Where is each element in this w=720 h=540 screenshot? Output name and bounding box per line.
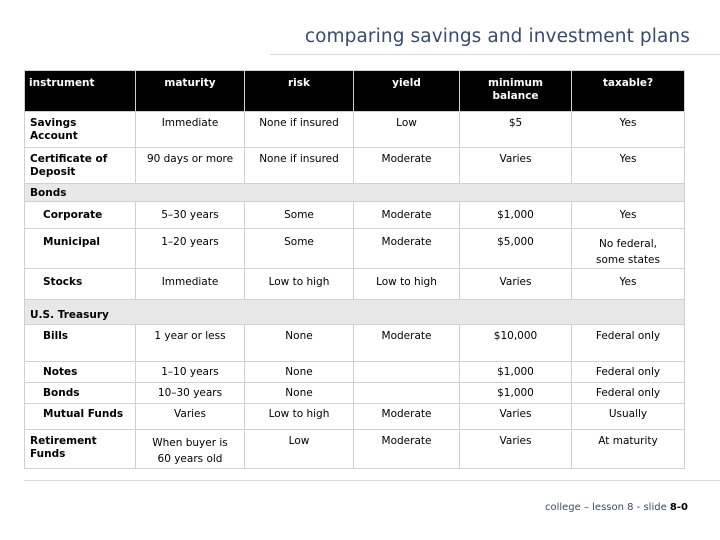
table-cell: No federal, some states — [571, 228, 685, 269]
table-cell: Varies — [459, 147, 572, 184]
instrument-cell: Certificate of Deposit — [24, 147, 136, 184]
table-cell: None — [244, 361, 354, 383]
table-cell: Low to high — [244, 403, 354, 430]
header-cell: risk — [244, 70, 354, 112]
instrument-cell: Mutual Funds — [24, 403, 136, 430]
table-cell — [353, 361, 460, 383]
instrument-cell: Corporate — [24, 201, 136, 229]
table-cell: Low to high — [244, 268, 354, 300]
header-cell: yield — [353, 70, 460, 112]
table-cell: $1,000 — [459, 382, 572, 404]
table-row: Municipal 1–20 years Some Moderate $5,00… — [24, 228, 685, 269]
table-cell: None — [244, 382, 354, 404]
header-cell: instrument — [24, 70, 136, 112]
table-cell: Moderate — [353, 147, 460, 184]
instrument-cell: Stocks — [24, 268, 136, 300]
table-row: Stocks Immediate Low to high Low to high… — [24, 268, 685, 300]
table-cell: Some — [244, 228, 354, 269]
table-cell: Yes — [571, 147, 685, 184]
group-row: Bonds — [24, 183, 685, 202]
instrument-cell: Retirement Funds — [24, 429, 136, 469]
table-cell: Moderate — [353, 228, 460, 269]
table-row: Bills 1 year or less None Moderate $10,0… — [24, 324, 685, 362]
header-cell: taxable? — [571, 70, 685, 112]
table-cell: Usually — [571, 403, 685, 430]
table-cell: $1,000 — [459, 201, 572, 229]
table-cell: Varies — [459, 429, 572, 469]
table-cell — [353, 382, 460, 404]
table-cell: $5,000 — [459, 228, 572, 269]
instrument-cell: Notes — [24, 361, 136, 383]
table-cell: $1,000 — [459, 361, 572, 383]
table-cell: Moderate — [353, 429, 460, 469]
instrument-cell: Bonds — [24, 382, 136, 404]
header-cell: minimum balance — [459, 70, 572, 112]
table-cell: $5 — [459, 111, 572, 148]
table-cell: 5–30 years — [135, 201, 245, 229]
table-cell: Moderate — [353, 403, 460, 430]
table-header-row: instrument maturity risk yield minimum b… — [24, 70, 685, 112]
table-cell: Federal only — [571, 361, 685, 383]
instrument-cell: Municipal — [24, 228, 136, 269]
slide-number: 8-0 — [669, 502, 688, 513]
table-cell: Moderate — [353, 201, 460, 229]
table-row: Certificate of Deposit 90 days or more N… — [24, 147, 685, 184]
table-cell: Federal only — [571, 324, 685, 362]
table-row: Corporate 5–30 years Some Moderate $1,00… — [24, 201, 685, 229]
table-cell: Yes — [571, 201, 685, 229]
table-row: Savings Account Immediate None if insure… — [24, 111, 685, 148]
table-cell: 1–20 years — [135, 228, 245, 269]
instrument-cell: Bills — [24, 324, 136, 362]
table-cell: Low — [353, 111, 460, 148]
table-row: Bonds 10–30 years None $1,000 Federal on… — [24, 382, 685, 404]
table-cell: Immediate — [135, 111, 245, 148]
table-cell: 90 days or more — [135, 147, 245, 184]
table-cell: Yes — [571, 111, 685, 148]
group-label-treasury: U.S. Treasury — [24, 299, 685, 325]
table-cell: 1–10 years — [135, 361, 245, 383]
slide-footer: college – lesson 8 - slide 8-0 — [545, 502, 688, 513]
table-row: Notes 1–10 years None $1,000 Federal onl… — [24, 361, 685, 383]
table-cell: None if insured — [244, 111, 354, 148]
table-cell: 1 year or less — [135, 324, 245, 362]
header-cell: maturity — [135, 70, 245, 112]
comparison-table: instrument maturity risk yield minimum b… — [24, 70, 685, 469]
table-row: Mutual Funds Varies Low to high Moderate… — [24, 403, 685, 430]
table-cell: Yes — [571, 268, 685, 300]
table-cell: At maturity — [571, 429, 685, 469]
group-row: U.S. Treasury — [24, 299, 685, 325]
table-cell: Low — [244, 429, 354, 469]
footer-text: college – lesson 8 - slide — [544, 502, 670, 513]
group-label-bonds: Bonds — [24, 183, 685, 202]
table-cell: Varies — [459, 403, 572, 430]
table-cell: Varies — [135, 403, 245, 430]
table-cell: When buyer is 60 years old — [135, 429, 245, 469]
table-cell: 10–30 years — [135, 382, 245, 404]
instrument-cell: Savings Account — [24, 111, 136, 148]
table-row: Retirement Funds When buyer is 60 years … — [24, 429, 685, 469]
table-cell: Federal only — [571, 382, 685, 404]
table-cell: Immediate — [135, 268, 245, 300]
table-cell: Varies — [459, 268, 572, 300]
table-cell: Moderate — [353, 324, 460, 362]
table-cell: None if insured — [244, 147, 354, 184]
title-divider — [270, 54, 720, 55]
table-cell: $10,000 — [459, 324, 572, 362]
slide-title: comparing savings and investment plans — [304, 26, 690, 47]
footer-divider — [24, 480, 720, 481]
table-cell: None — [244, 324, 354, 362]
table-cell: Some — [244, 201, 354, 229]
table-cell: Low to high — [353, 268, 460, 300]
